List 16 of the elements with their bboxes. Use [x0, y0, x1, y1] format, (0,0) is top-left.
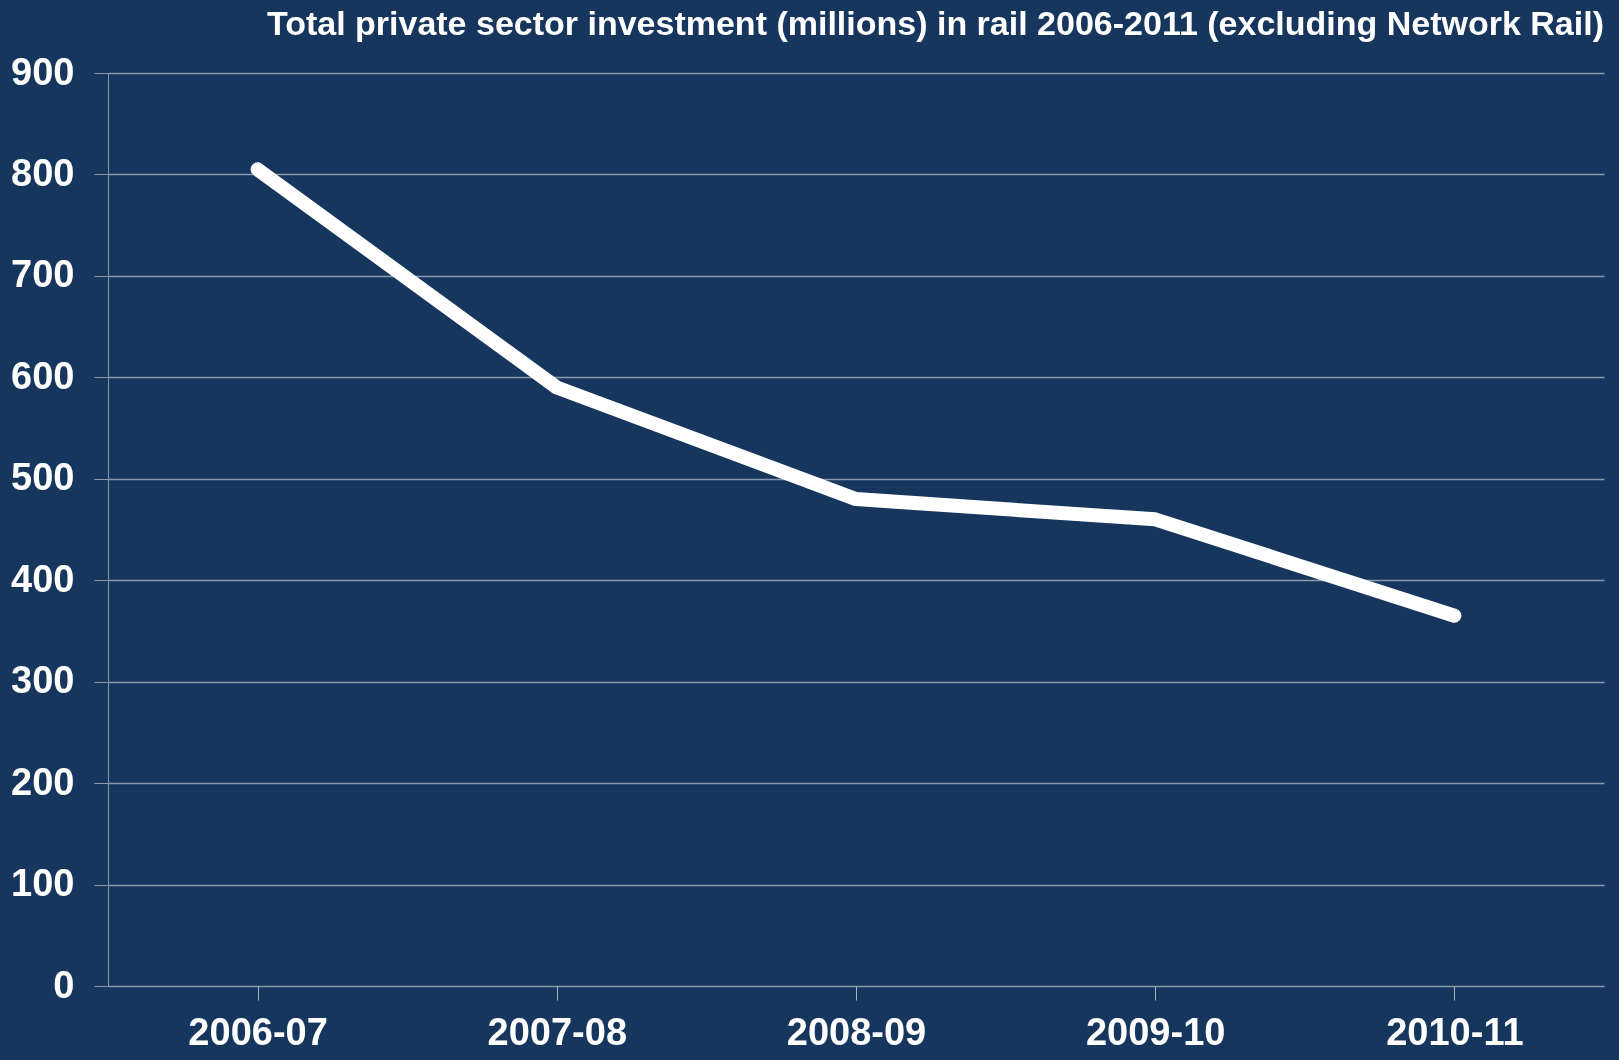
- x-tick-label: 2008-09: [786, 1010, 927, 1053]
- y-tick-label: 0: [53, 963, 75, 1006]
- y-tick-label: 700: [11, 253, 75, 296]
- y-tick-label: 900: [11, 50, 75, 93]
- y-tick-label: 500: [11, 456, 75, 499]
- y-tick-label: 600: [11, 354, 75, 397]
- y-tick-label: 400: [11, 557, 75, 600]
- x-tick-label: 2006-07: [188, 1010, 328, 1053]
- y-tick-label: 100: [11, 862, 75, 905]
- y-tick-label: 800: [11, 151, 75, 194]
- y-tick-label: 200: [11, 760, 75, 803]
- chart-title: Total private sector investment (millions) in rail 2006-2011 (excluding Network Rail): [266, 4, 1604, 42]
- x-tick-label: 2007-08: [487, 1010, 628, 1053]
- x-tick-label: 2009-10: [1085, 1010, 1226, 1053]
- x-tick-label: 2010-11: [1386, 1010, 1524, 1053]
- y-tick-label: 300: [11, 659, 75, 702]
